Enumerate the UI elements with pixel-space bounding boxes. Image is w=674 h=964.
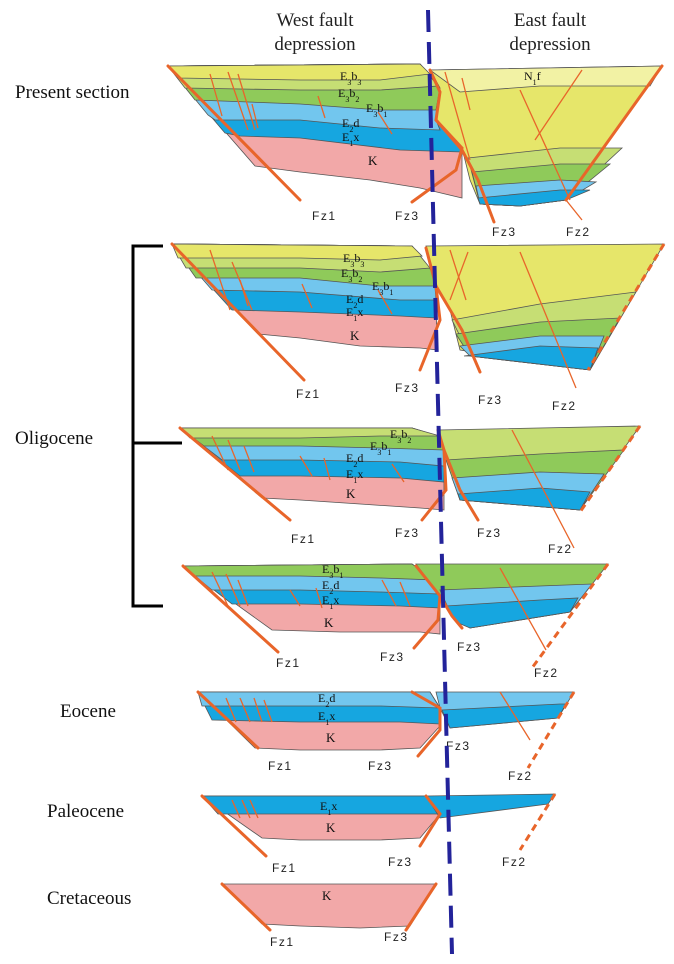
oligocene-bracket bbox=[131, 244, 182, 608]
unit-label-e1x: E1x bbox=[322, 593, 339, 611]
panel-paleocene: E1x K Fz1 Fz3 Fz2 bbox=[200, 793, 557, 875]
unit-label-e1x: E1x bbox=[346, 467, 363, 485]
stage-label-present: Present section bbox=[15, 82, 130, 103]
unit-label-n1f: N1f bbox=[524, 69, 541, 87]
west-header-line2: depression bbox=[274, 34, 356, 55]
unit-label-e2d: E2d bbox=[342, 116, 359, 134]
stage-label-oligocene: Oligocene bbox=[15, 428, 93, 449]
panel-oligocene-e3b3: E3b3 E3b2 E3b1 E2d E1x K Fz1 Fz3 Fz3 Fz2 bbox=[170, 242, 666, 413]
fault-label-fz3-west: Fz3 bbox=[380, 650, 405, 664]
fault-label-fz1: Fz1 bbox=[270, 935, 295, 949]
fault-label-fz1: Fz1 bbox=[276, 656, 301, 670]
unit-label-e3b1: E3b1 bbox=[370, 439, 391, 457]
fault-label-fz3-east: Fz3 bbox=[457, 640, 482, 654]
unit-label-k: K bbox=[322, 888, 332, 903]
fault-label-fz1: Fz1 bbox=[296, 387, 321, 401]
unit-label-e3b3: E3b3 bbox=[343, 251, 364, 269]
stage-label-eocene: Eocene bbox=[60, 701, 116, 722]
unit-label-k: K bbox=[324, 615, 334, 630]
fault-label-fz3-west: Fz3 bbox=[388, 855, 413, 869]
fault-label-fz2: Fz2 bbox=[566, 225, 591, 239]
stage-label-cretaceous: Cretaceous bbox=[47, 888, 131, 909]
fault-label-fz1: Fz1 bbox=[272, 861, 297, 875]
unit-label-e2d: E2d bbox=[322, 578, 339, 596]
unit-label-e3b3: E3b3 bbox=[340, 69, 361, 87]
fault-label-fz3-east: Fz3 bbox=[477, 526, 502, 540]
unit-label-e2d: E2d bbox=[346, 292, 363, 310]
east-header-line2: depression bbox=[509, 34, 591, 55]
fault-label-fz1: Fz1 bbox=[291, 532, 316, 546]
fault-label-fz3-west: Fz3 bbox=[368, 759, 393, 773]
unit-label-k: K bbox=[326, 820, 336, 835]
panel-eocene: E2d E1x K Fz1 Fz3 Fz3 Fz2 bbox=[196, 690, 576, 783]
fault-label-fz2: Fz2 bbox=[552, 399, 577, 413]
unit-label-e3b1: E3b1 bbox=[322, 562, 343, 580]
stage-label-paleocene: Paleocene bbox=[47, 801, 124, 822]
fault-label-fz1: Fz1 bbox=[268, 759, 293, 773]
fault-label-fz3-east: Fz3 bbox=[492, 225, 517, 239]
fault-label-fz2: Fz2 bbox=[502, 855, 527, 869]
fault-label-fz2: Fz2 bbox=[508, 769, 533, 783]
unit-label-e3b2: E3b2 bbox=[338, 86, 359, 104]
unit-label-e3b2: E3b2 bbox=[341, 266, 362, 284]
unit-label-e2d: E2d bbox=[318, 691, 335, 709]
unit-label-k: K bbox=[368, 153, 378, 168]
unit-label-k: K bbox=[346, 486, 356, 501]
unit-label-e2d: E2d bbox=[346, 451, 363, 469]
unit-label-e1x: E1x bbox=[318, 709, 335, 727]
unit-label-e1x: E1x bbox=[346, 305, 363, 323]
depression-divider-line bbox=[426, 9, 454, 955]
fault-label-fz3-east: Fz3 bbox=[478, 393, 503, 407]
unit-label-k: K bbox=[350, 328, 360, 343]
panel-present: E3b3 E3b2 E3b1 E2d E1x K N1f Fz1 Fz3 Fz3… bbox=[166, 63, 664, 239]
fault-label-fz3-east: Fz3 bbox=[446, 739, 471, 753]
unit-label-k: K bbox=[326, 730, 336, 745]
west-header-line1: West fault bbox=[276, 10, 354, 31]
unit-label-e1x: E1x bbox=[320, 799, 337, 817]
unit-label-e3b1: E3b1 bbox=[366, 101, 387, 119]
fault-label-fz3-west: Fz3 bbox=[395, 209, 420, 223]
unit-label-e3b1: E3b1 bbox=[372, 279, 393, 297]
fault-label-fz3-west: Fz3 bbox=[395, 526, 420, 540]
fault-label-fz1: Fz1 bbox=[312, 209, 337, 223]
fault-label-fz2: Fz2 bbox=[548, 542, 573, 556]
unit-label-e1x: E1x bbox=[342, 130, 359, 148]
panel-oligocene-e3b1: E3b1 E2d E1x K Fz1 Fz3 Fz3 Fz2 bbox=[181, 562, 610, 680]
east-header-line1: East fault bbox=[514, 10, 587, 31]
panel-oligocene-e3b2: E3b2 E3b1 E2d E1x K Fz1 Fz3 Fz3 Fz2 bbox=[178, 425, 642, 556]
fault-label-fz3-west: Fz3 bbox=[395, 381, 420, 395]
unit-label-e3b2: E3b2 bbox=[390, 427, 411, 445]
fault-label-fz3-west: Fz3 bbox=[384, 930, 409, 944]
fault-label-fz2: Fz2 bbox=[534, 666, 559, 680]
panel-cretaceous: K Fz1 Fz3 bbox=[220, 882, 438, 949]
